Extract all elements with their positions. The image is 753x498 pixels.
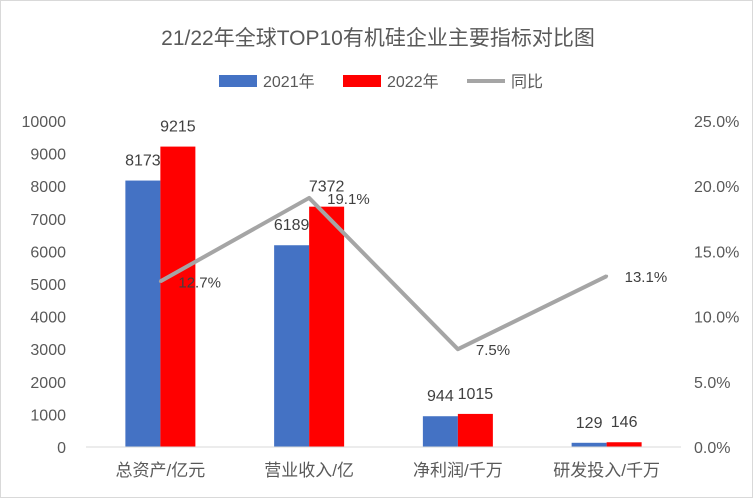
category-label: 营业收入/亿	[264, 461, 354, 480]
chart-title: 21/22年全球TOP10有机硅企业主要指标对比图	[161, 27, 595, 50]
line-point	[605, 274, 609, 278]
legend-label: 同比	[511, 73, 543, 91]
left-axis-tick: 0	[57, 440, 66, 457]
bar-2021年	[274, 245, 310, 447]
data-labels: 8173 6189 944 129 9215 7372 1015 146 12.7% 19.1% 7…	[125, 119, 667, 432]
category-label: 总资产/亿元	[116, 461, 206, 480]
bar-2022年	[309, 206, 345, 447]
left-axis-tick: 1000	[30, 407, 66, 424]
bar-value-label: 944	[427, 388, 454, 405]
left-axis-tick: 6000	[30, 244, 66, 261]
right-axis-tick: 15.0%	[694, 244, 739, 261]
bar-value-label: 9215	[160, 119, 196, 136]
bar-value-label: 6189	[274, 217, 310, 234]
right-axis-tick: 20.0%	[694, 179, 739, 196]
bar-2022年	[457, 413, 493, 447]
bar-value-label: 146	[611, 414, 638, 431]
right-axis-tick: 25.0%	[694, 114, 739, 131]
left-axis-tick: 2000	[30, 375, 66, 392]
bar-value-label: 8173	[125, 153, 161, 170]
legend: 2021年 2022年 同比	[219, 73, 543, 91]
yoy-line	[158, 195, 609, 352]
right-axis-tick: 0.0%	[694, 440, 730, 457]
left-axis-tick: 9000	[30, 147, 66, 164]
bar-2021年	[125, 180, 161, 448]
left-axis-tick: 5000	[30, 277, 66, 294]
bar-value-label: 1015	[458, 386, 494, 403]
bars	[125, 146, 642, 448]
bar-value-label: 129	[576, 415, 603, 432]
line-point	[307, 196, 311, 200]
right-axis-tick: 5.0%	[694, 375, 730, 392]
line-value-label: 19.1%	[327, 191, 370, 208]
bar-2022年	[160, 146, 196, 447]
left-axis-tick: 10000	[22, 114, 67, 131]
line-value-label: 12.7%	[178, 274, 221, 291]
left-axis-tick: 4000	[30, 310, 66, 327]
legend-label: 2022年	[387, 73, 439, 91]
right-axis-tick: 10.0%	[694, 310, 739, 327]
legend-label: 2021年	[263, 73, 315, 91]
bar-2022年	[606, 442, 642, 447]
line-point	[456, 347, 460, 351]
bar-2021年	[422, 416, 458, 447]
left-axis: 0 1000 2000 3000 4000 5000 6000 7000 8000 9000 100…	[22, 114, 67, 457]
line-value-label: 13.1%	[625, 269, 668, 286]
left-axis-tick: 7000	[30, 212, 66, 229]
bar-2021年	[571, 442, 607, 447]
line-point	[158, 279, 162, 283]
left-axis-tick: 3000	[30, 342, 66, 359]
legend-swatch	[343, 75, 381, 87]
legend-swatch	[219, 75, 257, 87]
right-axis: 0.0% 5.0% 10.0% 15.0% 20.0% 25.0%	[694, 114, 739, 457]
bar-value-label: 7372	[309, 179, 345, 196]
line-同比	[159, 195, 608, 352]
category-axis: 总资产/亿元 营业收入/亿 净利润/千万 研发投入/千万	[86, 446, 681, 480]
category-label: 研发投入/千万	[553, 461, 660, 480]
category-label: 净利润/千万	[413, 461, 503, 480]
line-value-label: 7.5%	[476, 342, 510, 359]
left-axis-tick: 8000	[30, 179, 66, 196]
